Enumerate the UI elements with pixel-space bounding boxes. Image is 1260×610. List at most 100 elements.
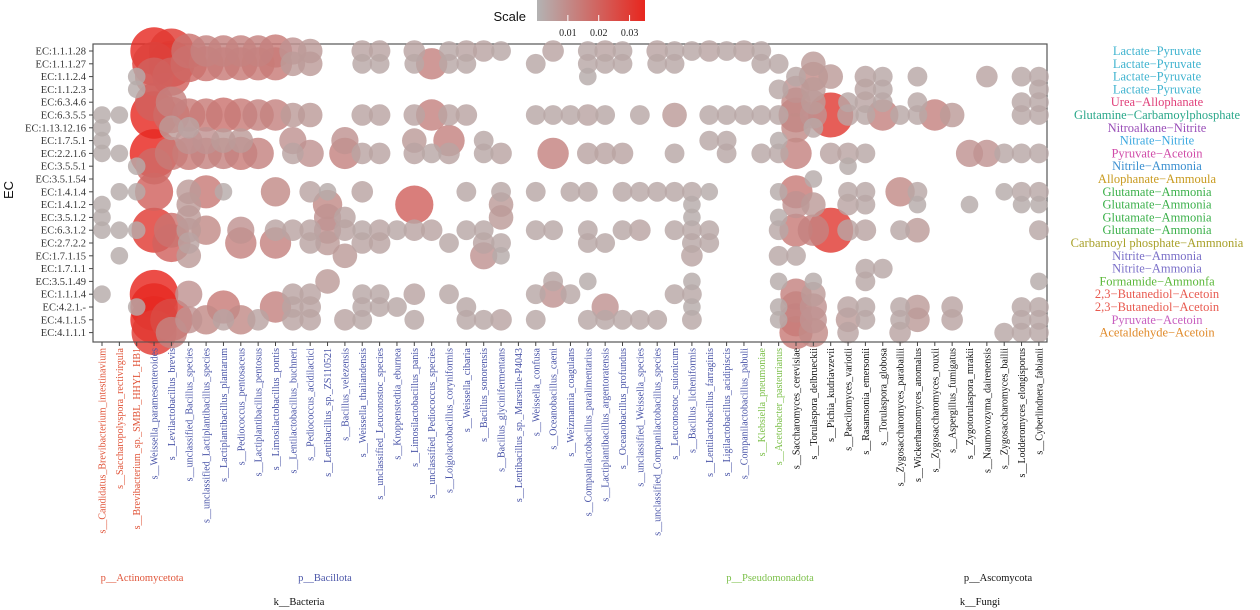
y-tick-label: EC:4.1.1.1 (41, 328, 86, 339)
pathway-label: Formamide−Ammonfa (1099, 274, 1215, 288)
bubble (134, 172, 174, 211)
x-tick-label: s__Ligilactobacillus_acidipiscis (722, 348, 733, 476)
bubble (110, 106, 129, 124)
bubble (491, 233, 511, 253)
bubble (855, 309, 876, 330)
pathway-label: 2,3−Butanediol−Acetoin (1095, 300, 1220, 314)
x-tick-label: s__Saccharomyces_cerevisiae (792, 347, 803, 469)
x-tick-label: s__Candidatus_Brevibacterium_intestinavi… (98, 348, 109, 534)
bubble (905, 307, 930, 333)
bubble (351, 104, 374, 126)
pathway-label: 2,3−Butanediol−Acetoin (1095, 287, 1220, 301)
pathway-label: Carbamoyl phosphate−Ammnonia (1071, 236, 1244, 250)
bubble (525, 181, 546, 202)
bubble (1011, 181, 1032, 202)
y-tick-label: EC:1.1.1.28 (36, 47, 86, 58)
bubble (297, 102, 323, 128)
x-tick-label: s__Levilactobacillus_brevis (167, 348, 178, 460)
bubble (734, 105, 754, 125)
bubble (769, 272, 788, 291)
y-tick-label: EC:1.13.12.16 (25, 123, 86, 134)
bubble (214, 183, 233, 201)
bubble (93, 208, 111, 227)
bubble (907, 181, 928, 202)
bubble (612, 309, 633, 330)
bubble (919, 99, 951, 131)
x-tick-label: s__Lactiplantibacillus_plantarum (219, 348, 230, 482)
bubble (93, 131, 111, 150)
bubble (839, 157, 857, 175)
bubble (1012, 195, 1031, 214)
bubble (155, 86, 188, 118)
y-axis-title: EC (1, 181, 16, 199)
bubble (799, 306, 827, 334)
bubble (682, 181, 702, 202)
bubble (801, 192, 826, 217)
phylum-label-bac: p__Bacillota (298, 573, 352, 584)
pathway-label: Nitroalkane−Nitrite (1108, 121, 1207, 135)
y-tick-label: EC:3.5.1.49 (36, 277, 86, 288)
bubble (908, 195, 927, 214)
bubble (421, 143, 442, 164)
pathway-label: Nitrite−Ammonia (1112, 249, 1202, 263)
bubble (837, 321, 859, 344)
bubble (525, 220, 546, 241)
bubble (404, 309, 425, 330)
bubble (264, 219, 287, 241)
x-tick-label: s__unclassified_Lactiplantibacillus_spec… (202, 348, 213, 523)
x-tick-label: s__Zygosaccharomyces_bailii (1000, 348, 1011, 469)
bubble (260, 177, 291, 207)
bubble (804, 272, 823, 291)
bubble (769, 298, 788, 316)
bubble (595, 233, 616, 253)
bubble (768, 53, 789, 74)
legend-title: Scale (493, 9, 526, 24)
pathway-label: Lactate−Pyruvate (1113, 82, 1202, 96)
bubble (560, 105, 581, 125)
bubble (577, 309, 598, 330)
bubble (683, 208, 701, 227)
x-tick-label: s__unclassified_Companilactobacillus_spe… (653, 348, 664, 536)
x-tick-label: s__Weissella_paramesenteroides (150, 348, 161, 479)
bubble (439, 233, 459, 253)
bubble (768, 245, 789, 266)
bubble (837, 296, 859, 318)
bubble (941, 309, 963, 331)
bubble (751, 143, 772, 164)
bubble (768, 105, 789, 125)
y-tick-label: EC:1.7.5.1 (41, 136, 86, 147)
y-tick-label: EC:1.1.2.3 (41, 85, 86, 96)
bubble (699, 105, 720, 125)
y-tick-label: EC:6.3.4.6 (41, 98, 86, 109)
bubble (352, 53, 373, 74)
bubble (629, 105, 650, 125)
bubble (994, 322, 1015, 343)
x-tick-label: s__Lactiplantibacillus_pentosus (254, 348, 265, 476)
bubble (387, 297, 407, 317)
bubble (227, 216, 255, 244)
bubble (769, 131, 788, 150)
bubble (542, 40, 564, 62)
bubble (525, 309, 546, 330)
bubble (331, 127, 359, 155)
bubble (595, 53, 616, 74)
bubble (93, 106, 111, 124)
bubble (768, 79, 789, 100)
x-tick-label: s__Lentibacillus_sp._Marseille-P4043 (514, 348, 525, 502)
bubble (818, 64, 843, 89)
bubble (334, 309, 356, 331)
bubble (387, 220, 407, 241)
pathway-label: Pyruvate−Acetoin (1111, 146, 1203, 160)
bubble (159, 115, 184, 141)
bubble (973, 139, 1001, 167)
x-tick-label: s__Wickerhamomyces_anomalus (913, 348, 924, 482)
bubble (296, 139, 324, 167)
bubble (768, 143, 789, 164)
bubble (351, 142, 374, 165)
x-tick-label: s__Cyberlindnera_fabianii (1034, 348, 1045, 455)
x-tick-label: s__Lentilactobacillus_farraginis (705, 348, 716, 477)
pathway-label: Glutamine−Carbamoylphosphate (1074, 108, 1240, 122)
bubble (682, 284, 702, 305)
x-tick-label: s__Torulaspora_delbrueckii (809, 348, 820, 460)
